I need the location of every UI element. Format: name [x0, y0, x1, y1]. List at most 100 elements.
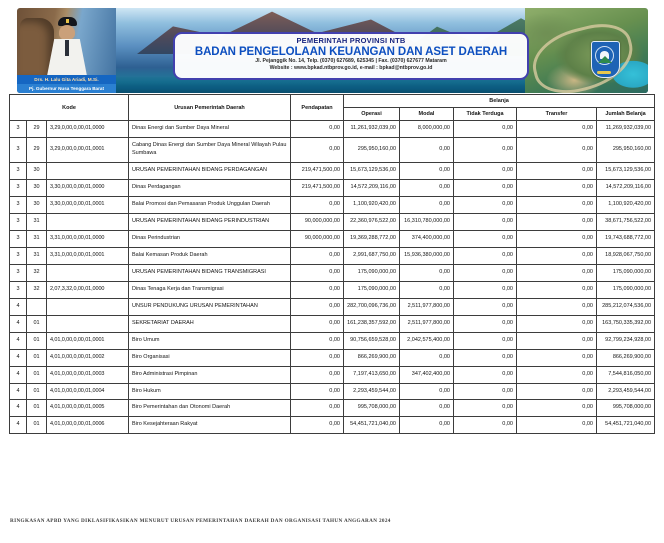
cell-urusan-name: Cabang Dinas Energi dan Sumber Daya Mine…: [128, 136, 291, 163]
emblem-banner: [597, 71, 611, 74]
cell-jumlah-belanja: 15,673,129,536,00: [595, 161, 656, 180]
cell-bidang-code: 31: [26, 212, 47, 231]
cell-jumlah-belanja: 295,950,160,00: [595, 136, 656, 163]
cell-belanja-transfer: 0,00: [516, 178, 597, 197]
cell-bidang-code: 01: [26, 331, 47, 350]
budget-table-body: 3 29 3,29,0,00,0,00,01,0000 Dinas Energi da…: [9, 120, 656, 435]
cell-belanja-operasi: 995,708,000,00: [343, 399, 400, 418]
cell-belanja-modal: 8,000,000,00: [399, 120, 454, 138]
table-row: 4 01 4,01,0,00,0,00,01,0005 Biro Pemerintah…: [9, 399, 656, 418]
cell-jumlah-belanja: 866,269,900,00: [595, 348, 656, 367]
agency-website: Website : www.bpkad.ntbprov.go.id, e-mai…: [269, 64, 433, 71]
table-row: 3 31 3,31,0,00,0,00,01,0000 Dinas Perindust…: [9, 229, 656, 248]
cell-belanja-modal: 0,00: [399, 348, 454, 367]
cell-belanja-operasi: 2,293,459,544,00: [343, 382, 400, 401]
column-header-jumlah-belanja: Jumlah Belanja: [595, 107, 656, 121]
cell-kode: 3,31,0,00,0,00,01,0000: [46, 229, 129, 248]
cell-belanja-tidak-terduga: 0,00: [453, 229, 517, 248]
banner-sea-strip: [17, 77, 648, 93]
cell-bidang-code: [26, 297, 47, 316]
cell-urusan-name: Dinas Energi dan Sumber Daya Mineral: [128, 120, 291, 138]
cell-urusan-name: URUSAN PEMERINTAHAN BIDANG TRANSMIGRASI: [128, 263, 291, 282]
cell-kode: 3,31,0,00,0,00,01,0001: [46, 246, 129, 265]
cell-pendapatan: 0,00: [290, 399, 344, 418]
cell-urusan-group: 4: [9, 314, 27, 333]
cell-urusan-group: 4: [9, 399, 27, 418]
budget-table-header: Kode Urusan Pemerintah Daerah Pendapatan…: [9, 94, 656, 121]
cell-belanja-operasi: 7,197,413,650,00: [343, 365, 400, 384]
table-row: 4 01 4,01,0,00,0,00,01,0006 Biro Kesejahter…: [9, 416, 656, 435]
table-row: 4 01 4,01,0,00,0,00,01,0001 Biro Umum 0,00 90…: [9, 331, 656, 350]
cell-urusan-group: 4: [9, 365, 27, 384]
cell-belanja-transfer: 0,00: [516, 365, 597, 384]
cell-belanja-modal: 15,936,380,000,00: [399, 246, 454, 265]
cell-jumlah-belanja: 14,572,209,116,00: [595, 178, 656, 197]
cell-belanja-tidak-terduga: 0,00: [453, 365, 517, 384]
cell-bidang-code: 31: [26, 229, 47, 248]
cell-belanja-transfer: 0,00: [516, 348, 597, 367]
cell-urusan-group: 3: [9, 195, 27, 214]
cell-jumlah-belanja: 175,090,000,00: [595, 280, 656, 299]
cell-pendapatan: 0,00: [290, 195, 344, 214]
cell-urusan-group: 4: [9, 348, 27, 367]
cell-urusan-name: Biro Pemerintahan dan Otonomi Daerah: [128, 399, 291, 418]
cell-bidang-code: 01: [26, 416, 47, 435]
cell-belanja-tidak-terduga: 0,00: [453, 120, 517, 138]
cell-belanja-tidak-terduga: 0,00: [453, 280, 517, 299]
cell-belanja-modal: 0,00: [399, 178, 454, 197]
cell-jumlah-belanja: 2,293,459,544,00: [595, 382, 656, 401]
cell-belanja-transfer: 0,00: [516, 195, 597, 214]
governor-photo: Drs. H. Lalu Gita Ariadi, M.Si. Pj. Gube…: [17, 8, 116, 93]
cell-bidang-code: 01: [26, 382, 47, 401]
cell-bidang-code: 32: [26, 280, 47, 299]
cell-urusan-group: 3: [9, 229, 27, 248]
cell-kode: [46, 314, 129, 333]
cell-belanja-operasi: 22,360,976,522,00: [343, 212, 400, 231]
cell-belanja-modal: 374,400,000,00: [399, 229, 454, 248]
circuit-aerial-photo: [525, 8, 648, 93]
cell-urusan-group: 3: [9, 246, 27, 265]
cell-urusan-name: UNSUR PENDUKUNG URUSAN PEMERINTAHAN: [128, 297, 291, 316]
racetrack-shape: [526, 16, 640, 93]
cell-belanja-operasi: 866,269,900,00: [343, 348, 400, 367]
governor-title: Pj. Gubernur Nusa Tenggara Barat: [17, 84, 116, 93]
cell-bidang-code: 31: [26, 246, 47, 265]
cell-urusan-name: Dinas Perindustrian: [128, 229, 291, 248]
cell-belanja-operasi: 175,090,000,00: [343, 263, 400, 282]
cell-kode: 4,01,0,00,0,00,01,0002: [46, 348, 129, 367]
table-row: 3 31 3,31,0,00,0,00,01,0001 Balai Kemasan P…: [9, 246, 656, 265]
column-header-pendapatan: Pendapatan: [290, 94, 344, 121]
cell-belanja-modal: 2,511,977,800,00: [399, 297, 454, 316]
cell-jumlah-belanja: 54,451,721,040,00: [595, 416, 656, 435]
column-header-tidak-terduga: Tidak Terduga: [453, 107, 517, 121]
cell-belanja-modal: 0,00: [399, 416, 454, 435]
cell-belanja-tidak-terduga: 0,00: [453, 195, 517, 214]
cell-urusan-name: Balai Promosi dan Pemasaran Produk Unggu…: [128, 195, 291, 214]
cell-urusan-group: 3: [9, 120, 27, 138]
cell-belanja-tidak-terduga: 0,00: [453, 331, 517, 350]
governor-name: Drs. H. Lalu Gita Ariadi, M.Si.: [17, 75, 116, 84]
cell-pendapatan: 90,000,000,00: [290, 212, 344, 231]
cell-belanja-modal: 0,00: [399, 382, 454, 401]
ntb-coat-of-arms-icon: [591, 41, 620, 78]
cell-urusan-name: Biro Kesejahteraan Rakyat: [128, 416, 291, 435]
cell-bidang-code: 01: [26, 365, 47, 384]
cell-belanja-tidak-terduga: 0,00: [453, 297, 517, 316]
cell-belanja-transfer: 0,00: [516, 263, 597, 282]
cell-urusan-group: 3: [9, 136, 27, 163]
cell-urusan-group: 3: [9, 178, 27, 197]
cell-kode: [46, 161, 129, 180]
cell-urusan-name: Biro Umum: [128, 331, 291, 350]
cell-belanja-tidak-terduga: 0,00: [453, 399, 517, 418]
cell-jumlah-belanja: 163,750,335,392,00: [595, 314, 656, 333]
cell-pendapatan: 0,00: [290, 263, 344, 282]
cell-belanja-modal: 0,00: [399, 399, 454, 418]
cell-kode: [46, 297, 129, 316]
cell-belanja-modal: 0,00: [399, 161, 454, 180]
cell-belanja-operasi: 1,100,920,420,00: [343, 195, 400, 214]
cell-kode: 4,01,0,00,0,00,01,0001: [46, 331, 129, 350]
cell-belanja-transfer: 0,00: [516, 136, 597, 163]
cell-belanja-transfer: 0,00: [516, 382, 597, 401]
cell-belanja-tidak-terduga: 0,00: [453, 416, 517, 435]
